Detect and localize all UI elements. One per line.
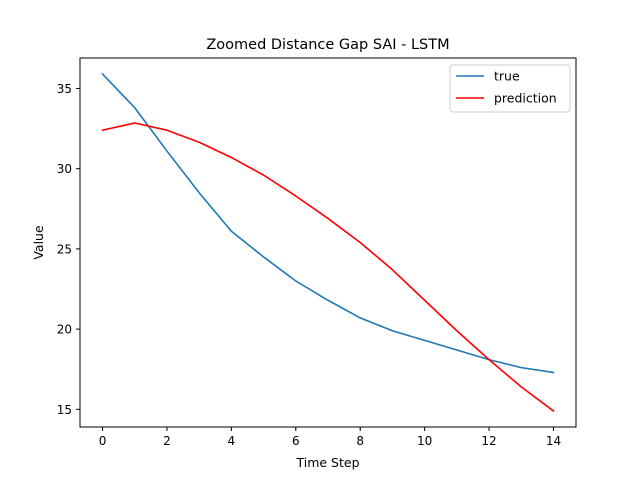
y-axis-label: Value: [31, 225, 46, 260]
x-tick-label: 0: [99, 434, 107, 448]
x-tick-label: 10: [417, 434, 432, 448]
series-lines: [101, 72, 555, 413]
y-tick-label: 30: [57, 162, 72, 176]
x-tick-label: 2: [163, 434, 171, 448]
series-line-prediction: [101, 122, 555, 413]
axis-ticks: 0 2 4 6 8 10 12 14 15 20 25 30 35: [57, 82, 561, 448]
y-tick-label: 25: [57, 242, 72, 256]
y-tick-label: 20: [57, 323, 72, 337]
y-tick-label: 15: [57, 403, 72, 417]
plot-area-frame: [79, 57, 577, 428]
x-tick-label: 8: [356, 434, 364, 448]
legend-label-true: true: [494, 69, 520, 84]
x-tick-label: 6: [292, 434, 300, 448]
x-tick-label: 14: [546, 434, 561, 448]
legend-label-prediction: prediction: [494, 91, 557, 106]
x-axis-label: Time Step: [295, 455, 359, 470]
y-tick-label: 35: [57, 82, 72, 96]
x-tick-label: 4: [228, 434, 236, 448]
series-line-true: [101, 72, 555, 374]
x-tick-label: 12: [481, 434, 496, 448]
chart-title: Zoomed Distance Gap SAI - LSTM: [206, 37, 449, 53]
legend: true prediction: [449, 64, 571, 113]
